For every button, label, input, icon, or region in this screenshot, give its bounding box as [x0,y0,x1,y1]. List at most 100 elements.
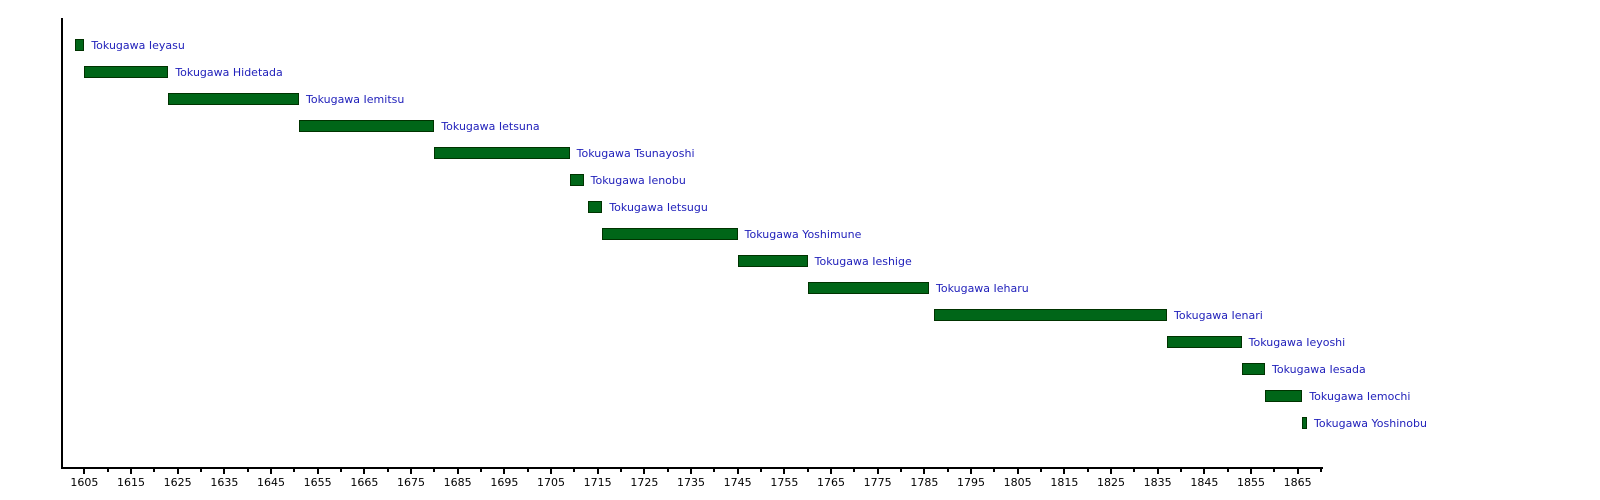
x-axis-tick-label: 1705 [537,476,565,489]
x-axis-tick-label: 1725 [630,476,659,489]
timeline-bar [737,255,808,267]
x-axis-minor-tick [1040,469,1042,472]
x-axis-minor-tick [1180,469,1182,472]
x-axis-tick-label: 1855 [1237,476,1265,489]
timeline-bar-label: Tokugawa Yoshimune [744,228,862,241]
timeline-bar-label: Tokugawa Iemitsu [306,93,405,106]
x-axis-major-tick [130,469,132,474]
x-axis-minor-tick [760,469,762,472]
x-axis-tick-label: 1685 [443,476,472,489]
x-axis-minor-tick [246,469,249,472]
timeline-bar [84,66,169,78]
x-axis-tick-label: 1615 [117,476,145,489]
x-axis-major-tick [1016,469,1019,474]
x-axis-minor-tick [480,469,482,472]
x-axis-minor-tick [806,469,809,472]
x-axis-minor-tick [620,469,622,472]
x-axis-tick-label: 1835 [1143,476,1172,489]
timeline-bar-label: Tokugawa Tsunayoshi [576,147,695,160]
timeline-bar [434,147,570,159]
x-axis-minor-tick [946,469,949,472]
timeline-bar-label: Tokugawa Ietsuna [441,120,540,133]
x-axis-tick-label: 1695 [490,476,519,489]
timeline-bar [933,309,1167,321]
x-axis-minor-tick [666,469,669,472]
timeline-bar-label: Tokugawa Ienobu [590,174,686,187]
x-axis-minor-tick [900,469,902,472]
timeline-bar-label: Tokugawa Iemochi [1309,390,1411,403]
x-axis-major-tick [596,469,599,474]
timeline-bar [1265,390,1303,402]
x-axis-tick-label: 1645 [257,476,285,489]
x-axis-major-tick [223,469,226,474]
timeline-bar-label: Tokugawa Hidetada [175,66,283,79]
x-axis-major-tick [1203,469,1206,474]
x-axis-major-tick [176,469,179,474]
x-axis-minor-tick [106,469,109,472]
x-axis-major-tick [1063,469,1066,474]
x-axis-tick-label: 1755 [770,476,799,489]
timeline-bar-label: Tokugawa Ieharu [936,282,1029,295]
timeline-bar-label: Tokugawa Ieyasu [91,39,185,52]
x-axis-tick-label: 1865 [1283,476,1312,489]
x-axis-line [61,467,1323,469]
x-axis-major-tick [690,469,692,474]
x-axis-minor-tick [713,469,716,472]
x-axis-minor-tick [1133,469,1136,472]
x-axis-major-tick [1296,469,1299,474]
x-axis-major-tick [270,469,272,474]
x-axis-major-tick [876,469,879,474]
timeline-bar [75,39,85,51]
x-axis-tick-label: 1745 [723,476,752,489]
x-axis-major-tick [410,469,412,474]
x-axis-tick-label: 1815 [1050,476,1079,489]
x-axis-major-tick [1156,469,1159,474]
x-axis-minor-tick [1320,469,1322,472]
x-axis-major-tick [316,469,319,474]
x-axis-tick-label: 1635 [210,476,239,489]
timeline-bar-label: Tokugawa Iesada [1272,363,1366,376]
timeline-bar [1241,363,1265,375]
x-axis-minor-tick [200,469,202,472]
x-axis-tick-label: 1675 [397,476,425,489]
x-axis-major-tick [783,469,786,474]
x-axis-major-tick [736,469,739,474]
timeline-bar [807,282,929,294]
x-axis-minor-tick [293,469,296,472]
x-axis-tick-label: 1605 [70,476,99,489]
x-axis-tick-label: 1715 [583,476,612,489]
timeline-bar [1167,336,1242,348]
x-axis-major-tick [550,469,552,474]
x-axis-major-tick [456,469,459,474]
timeline-bar-label: Tokugawa Yoshinobu [1314,417,1427,430]
timeline-bar [168,93,299,105]
x-axis-tick-label: 1655 [303,476,332,489]
x-axis-tick-label: 1795 [957,476,985,489]
x-axis-minor-tick [993,469,996,472]
x-axis-major-tick [83,469,86,474]
timeline-bar-label: Tokugawa Ietsugu [609,201,708,214]
x-axis-tick-label: 1845 [1190,476,1219,489]
x-axis-tick-label: 1825 [1097,476,1125,489]
timeline-bar [588,201,603,213]
x-axis-major-tick [923,469,926,474]
x-axis-minor-tick [386,469,389,472]
x-axis-minor-tick [433,469,436,472]
x-axis-minor-tick [526,469,529,472]
x-axis-major-tick [503,469,506,474]
x-axis-major-tick [970,469,972,474]
x-axis-major-tick [363,469,366,474]
x-axis-major-tick [643,469,646,474]
x-axis-major-tick [1110,469,1112,474]
x-axis-minor-tick [1086,469,1089,472]
x-axis-tick-label: 1735 [677,476,705,489]
x-axis-minor-tick [1273,469,1276,472]
y-axis-line [61,18,63,468]
x-axis-minor-tick [340,469,342,472]
timeline-bar-label: Tokugawa Ieshige [814,255,912,268]
x-axis-tick-label: 1785 [910,476,939,489]
timeline-bar-label: Tokugawa Ienari [1174,309,1263,322]
x-axis-tick-label: 1805 [1003,476,1032,489]
timeline-bar [602,228,738,240]
